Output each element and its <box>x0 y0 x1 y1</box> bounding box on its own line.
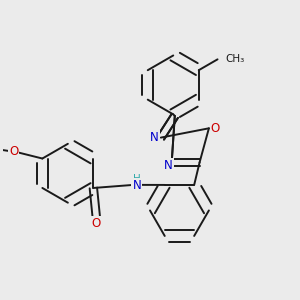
Text: N: N <box>132 179 141 192</box>
Text: CH₃: CH₃ <box>225 54 244 64</box>
Text: O: O <box>92 217 101 230</box>
Text: N: N <box>164 159 173 172</box>
Text: O: O <box>211 122 220 135</box>
Text: N: N <box>150 131 159 144</box>
Text: O: O <box>9 145 19 158</box>
Text: H: H <box>133 174 141 184</box>
